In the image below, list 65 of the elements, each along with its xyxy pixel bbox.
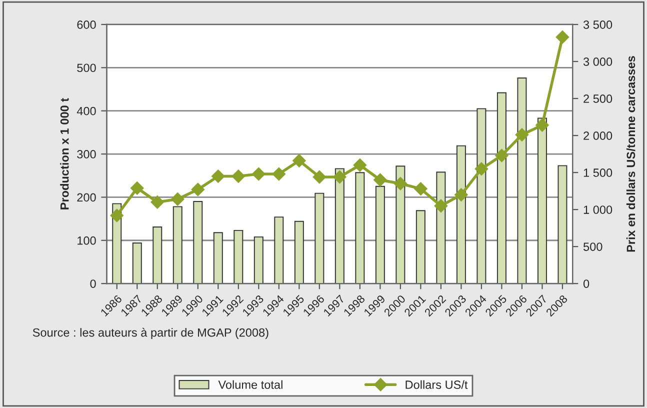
- bar: [456, 145, 466, 284]
- point: [374, 173, 387, 187]
- bar: [416, 210, 426, 284]
- point: [232, 170, 245, 183]
- point: [292, 154, 306, 168]
- bar: [537, 118, 547, 284]
- point: [434, 199, 448, 212]
- bar: [274, 216, 284, 284]
- point: [150, 196, 164, 209]
- y2-tick-label: 1 000: [584, 206, 612, 214]
- point: [556, 30, 570, 44]
- point: [252, 167, 266, 181]
- bar: [476, 108, 486, 284]
- y2-tick-label: 3 000: [583, 58, 612, 66]
- point: [272, 167, 286, 181]
- y-tick-label: 0: [90, 280, 96, 288]
- bar: [396, 166, 406, 284]
- bar: [496, 92, 506, 284]
- point: [191, 182, 204, 196]
- bar: [294, 220, 304, 284]
- y-tick-label: 400: [76, 106, 96, 116]
- point: [171, 192, 184, 206]
- y2-tick-label: 3 500: [583, 20, 612, 29]
- point: [454, 188, 468, 202]
- y2-tick-label: 0: [583, 280, 590, 288]
- point: [474, 162, 488, 176]
- y-tick-label: 300: [77, 150, 96, 158]
- bar: [254, 236, 264, 284]
- y2-tick-label: 1 500: [584, 168, 612, 177]
- bar: [314, 192, 324, 284]
- y-tick-label: 100: [78, 236, 96, 245]
- bar: [193, 201, 203, 284]
- bar: [355, 172, 365, 284]
- bar: [234, 230, 244, 284]
- point: [515, 128, 529, 142]
- y-axis-title: Production x 1 000 t: [60, 98, 69, 210]
- y2-tick-label: 500: [583, 242, 602, 251]
- bar: [334, 168, 344, 284]
- bar: [132, 242, 142, 284]
- bar: [172, 206, 182, 284]
- point: [414, 182, 428, 196]
- legend-label: Dollars US/t: [406, 380, 468, 389]
- y2-axis-title: Prix en dollars US/tonne carcasses: [626, 56, 636, 252]
- point: [333, 170, 346, 184]
- point: [130, 181, 144, 195]
- point: [212, 170, 225, 183]
- source-note: Source : les auteurs à partir de MGAP (2008): [32, 328, 268, 340]
- bar: [213, 232, 223, 284]
- point: [110, 208, 124, 222]
- y-tick-label: 600: [77, 20, 96, 29]
- y-tick-label: 200: [77, 193, 96, 202]
- point: [394, 177, 408, 190]
- bar: [152, 226, 162, 284]
- legend-label: Volume total: [218, 380, 282, 389]
- bar: [375, 186, 385, 284]
- point: [312, 170, 326, 184]
- point: [353, 158, 367, 172]
- point: [495, 148, 508, 162]
- y2-tick-label: 2 000: [584, 132, 612, 140]
- y-tick-label: 500: [77, 64, 96, 72]
- y2-tick-label: 2 500: [584, 94, 612, 103]
- bar: [558, 165, 568, 284]
- point: [536, 118, 549, 132]
- bar: [517, 78, 527, 284]
- bar: [436, 172, 446, 284]
